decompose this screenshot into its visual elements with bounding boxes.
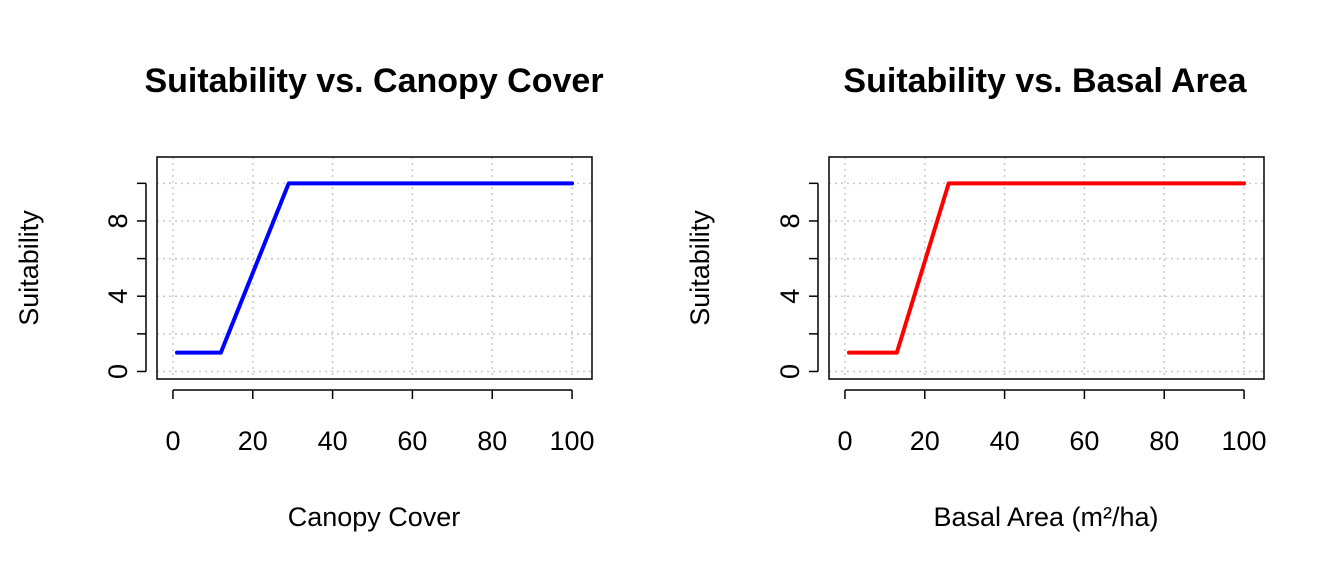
y-axis-label: Suitability xyxy=(14,210,44,326)
y-tick-label: 4 xyxy=(103,289,133,304)
chart-title: Suitability vs. Canopy Cover xyxy=(144,62,603,100)
x-tick-label: 100 xyxy=(550,426,595,456)
chart-panel-basal-area: Suitability vs. Basal Area Basal Area (m… xyxy=(685,62,1267,532)
y-tick-label: 0 xyxy=(103,364,133,379)
x-tick-label: 60 xyxy=(397,426,427,456)
plot-frame xyxy=(156,156,593,380)
x-axis-label: Canopy Cover xyxy=(288,502,461,532)
y-axis-label: Suitability xyxy=(685,210,715,326)
chart-panel-canopy-cover: Suitability vs. Canopy Cover Canopy Cove… xyxy=(14,62,604,532)
x-tick-label: 80 xyxy=(477,426,507,456)
x-axis-label: Basal Area (m²/ha) xyxy=(933,502,1158,532)
x-tick-label: 40 xyxy=(990,426,1020,456)
x-tick-label: 0 xyxy=(837,426,852,456)
x-tick-label: 20 xyxy=(238,426,268,456)
x-tick-label: 80 xyxy=(1149,426,1179,456)
x-tick-label: 100 xyxy=(1222,426,1267,456)
x-tick-label: 0 xyxy=(165,426,180,456)
x-tick-label: 40 xyxy=(318,426,348,456)
x-tick-label: 60 xyxy=(1069,426,1099,456)
y-tick-label: 8 xyxy=(775,213,805,228)
plot-frame xyxy=(828,156,1265,380)
chart-title: Suitability vs. Basal Area xyxy=(843,62,1247,100)
y-tick-label: 4 xyxy=(775,289,805,304)
y-tick-label: 8 xyxy=(103,213,133,228)
x-tick-label: 20 xyxy=(910,426,940,456)
series-line xyxy=(174,181,575,355)
y-tick-label: 0 xyxy=(775,364,805,379)
series-line xyxy=(846,181,1247,355)
